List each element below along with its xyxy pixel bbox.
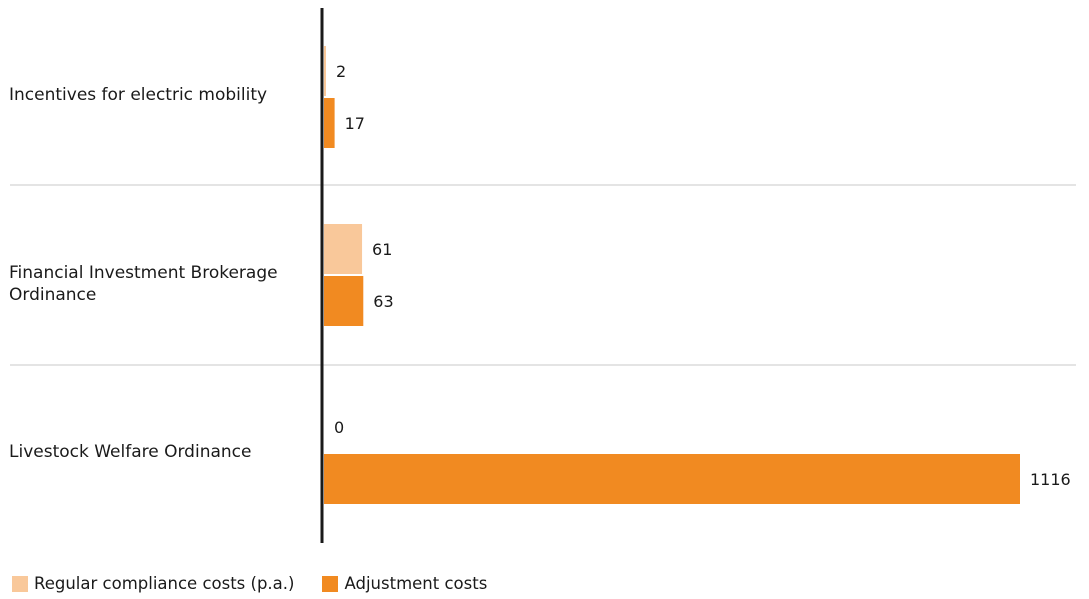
data-label-adjustment-1: 63 — [373, 292, 393, 311]
category-label-livestock-welfare: Livestock Welfare Ordinance — [9, 442, 252, 462]
legend-item-adjustment: Adjustment costs — [322, 574, 487, 593]
category-label-electric-mobility: Incentives for electric mobility — [9, 85, 268, 105]
data-label-adjustment-2: 1116 — [1030, 470, 1071, 489]
legend-swatch-regular — [12, 575, 28, 592]
category-label-financial-investment: Financial Investment Brokerage Ordinance — [9, 263, 278, 305]
bar-adjustment-0 — [324, 98, 335, 148]
data-label-regular-1: 61 — [372, 240, 392, 259]
legend: Regular compliance costs (p.a.) Adjustme… — [12, 574, 515, 593]
legend-item-regular: Regular compliance costs (p.a.) — [12, 574, 294, 593]
data-label-adjustment-0: 17 — [345, 114, 365, 133]
legend-label-regular: Regular compliance costs (p.a.) — [34, 574, 295, 593]
legend-swatch-adjustment — [322, 575, 339, 592]
data-label-regular-2: 0 — [334, 418, 344, 437]
bar-regular-0 — [324, 46, 326, 96]
bar-adjustment-2 — [324, 454, 1020, 504]
data-label-regular-0: 2 — [336, 62, 346, 81]
bar-adjustment-1 — [324, 276, 364, 326]
legend-label-adjustment: Adjustment costs — [344, 574, 488, 593]
bar-regular-1 — [324, 224, 363, 274]
